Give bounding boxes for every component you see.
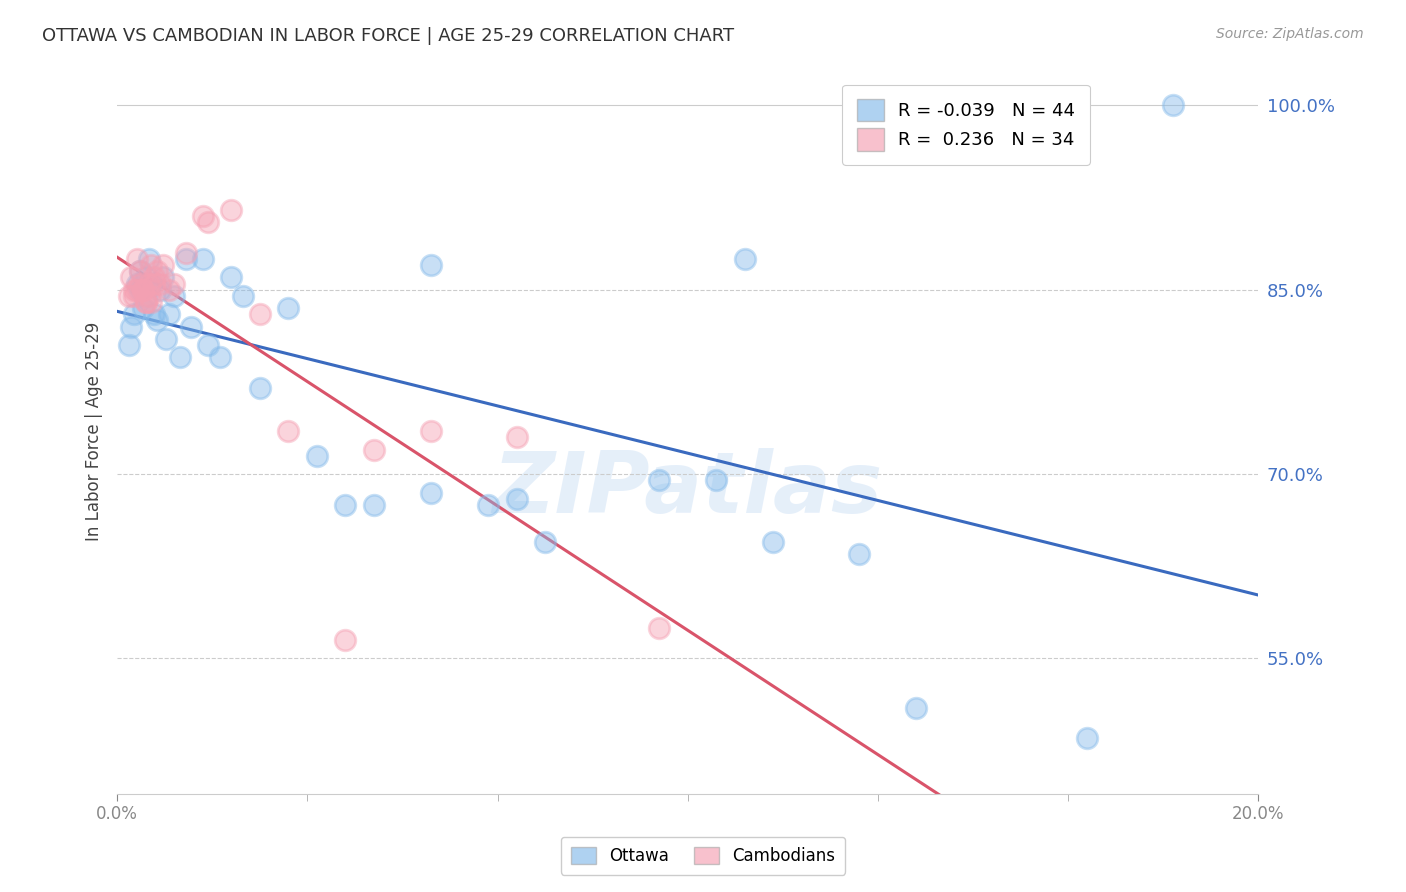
Point [305, 449, 328, 463]
Point [127, 283, 149, 297]
Point [117, 338, 139, 352]
Point [129, 264, 152, 278]
Point [132, 301, 155, 316]
Point [762, 534, 785, 549]
Point [704, 473, 727, 487]
Point [141, 295, 163, 310]
Point [120, 319, 142, 334]
Point [1076, 731, 1098, 746]
Point [363, 498, 385, 512]
Point [129, 277, 152, 291]
Point [135, 295, 157, 310]
Point [232, 289, 254, 303]
Point [180, 319, 202, 334]
Point [734, 252, 756, 266]
Point [138, 252, 160, 266]
Point [132, 283, 155, 297]
Text: Source: ZipAtlas.com: Source: ZipAtlas.com [1216, 27, 1364, 41]
Point [127, 277, 149, 291]
Point [197, 338, 219, 352]
Point [138, 289, 160, 303]
Point [534, 534, 557, 549]
Point [249, 381, 271, 395]
Point [174, 245, 197, 260]
Point [141, 277, 163, 291]
Point [221, 202, 243, 217]
Point [1161, 98, 1184, 112]
Point [477, 498, 499, 512]
Point [117, 289, 139, 303]
Point [127, 252, 149, 266]
Legend: Ottawa, Cambodians: Ottawa, Cambodians [561, 837, 845, 875]
Point [163, 277, 186, 291]
Point [141, 258, 163, 272]
Point [120, 270, 142, 285]
Point [648, 621, 671, 635]
Point [149, 277, 172, 291]
Text: ZIPatlas: ZIPatlas [492, 448, 883, 531]
Point [420, 485, 443, 500]
Point [157, 307, 180, 321]
Point [169, 351, 191, 365]
Point [420, 424, 443, 438]
Point [905, 700, 928, 714]
Point [135, 289, 157, 303]
Point [135, 270, 157, 285]
Point [505, 430, 527, 444]
Point [197, 215, 219, 229]
Point [505, 491, 527, 506]
Point [335, 498, 357, 512]
Point [208, 351, 231, 365]
Point [335, 633, 357, 648]
Point [146, 313, 169, 327]
Point [152, 270, 174, 285]
Point [249, 307, 271, 321]
Point [155, 332, 177, 346]
Point [420, 258, 443, 272]
Point [277, 424, 299, 438]
Point [149, 283, 172, 297]
Point [124, 307, 146, 321]
Point [146, 264, 169, 278]
Point [648, 473, 671, 487]
Point [143, 270, 166, 285]
Y-axis label: In Labor Force | Age 25-29: In Labor Force | Age 25-29 [86, 321, 103, 541]
Point [191, 209, 214, 223]
Text: OTTAWA VS CAMBODIAN IN LABOR FORCE | AGE 25-29 CORRELATION CHART: OTTAWA VS CAMBODIAN IN LABOR FORCE | AGE… [42, 27, 734, 45]
Point [143, 277, 166, 291]
Point [174, 252, 197, 266]
Point [277, 301, 299, 316]
Point [124, 289, 146, 303]
Point [132, 283, 155, 297]
Point [138, 277, 160, 291]
Point [129, 264, 152, 278]
Legend: R = -0.039   N = 44, R =  0.236   N = 34: R = -0.039 N = 44, R = 0.236 N = 34 [842, 85, 1090, 165]
Point [221, 270, 243, 285]
Point [135, 295, 157, 310]
Point [129, 283, 152, 297]
Point [191, 252, 214, 266]
Point [152, 258, 174, 272]
Point [143, 307, 166, 321]
Point [163, 289, 186, 303]
Point [848, 547, 870, 561]
Point [157, 283, 180, 297]
Point [124, 283, 146, 297]
Point [363, 442, 385, 457]
